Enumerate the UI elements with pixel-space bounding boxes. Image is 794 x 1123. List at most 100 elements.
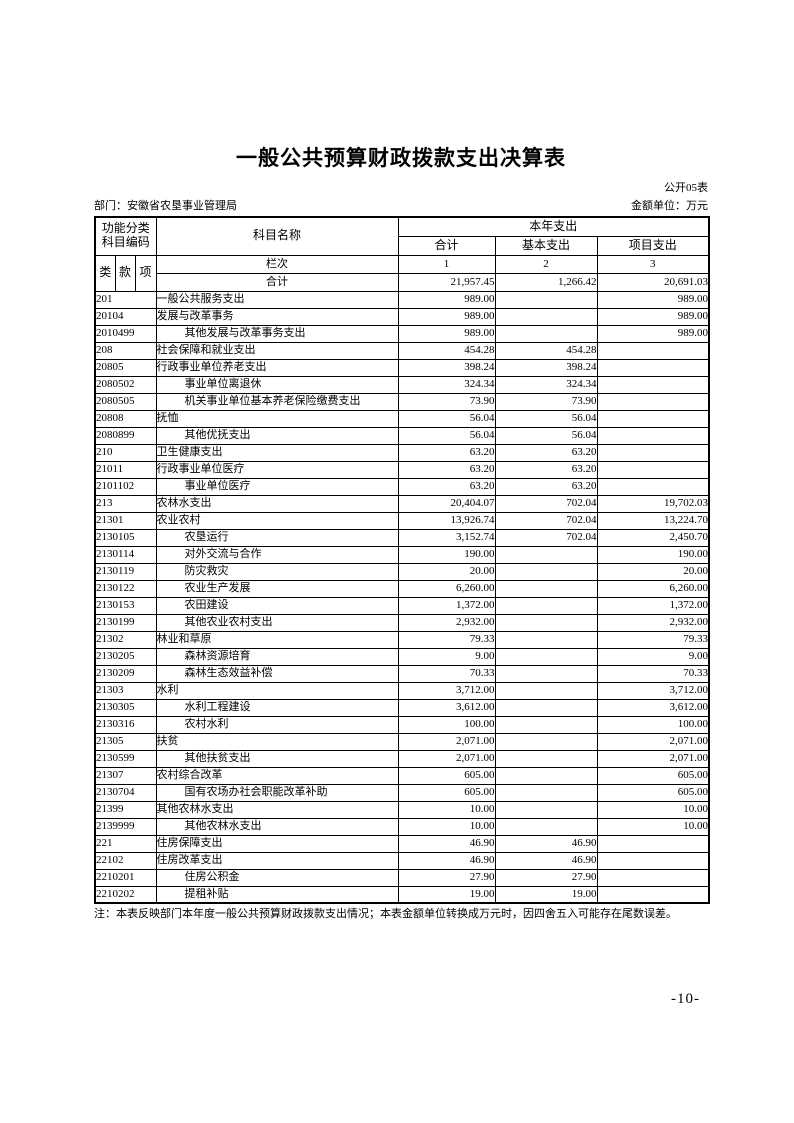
table-row: 20808 抚恤 56.04 56.04 [94,409,710,428]
row-code: 2101102 [94,477,157,496]
row-project-value: 13,224.70 [596,511,710,530]
table-row: 2080899 其他优抚支出 56.04 56.04 [94,426,710,445]
row-total-value: 20,404.07 [397,494,496,513]
row-total-value: 989.00 [397,324,496,343]
row-total-value: 63.20 [397,477,496,496]
row-total-value: 454.28 [397,341,496,360]
row-basic-value: 73.90 [494,392,598,411]
table-row: 21011 行政事业单位医疗 63.20 63.20 [94,460,710,479]
row-subject-name: 住房公积金 [155,868,399,887]
row-basic-value: 56.04 [494,426,598,445]
table-row: 21303 水利 3,712.00 3,712.00 [94,681,710,700]
row-basic-value: 702.04 [494,528,598,547]
table-row: 2130119 防灾救灾 20.00 20.00 [94,562,710,581]
table-row: 2130205 森林资源培育 9.00 9.00 [94,647,710,666]
row-total-value: 1,372.00 [397,596,496,615]
row-code: 21303 [94,681,157,700]
row-basic-value [494,324,598,343]
table-tag: 公开05表 [664,182,708,194]
table-row: 2210202 提租补贴 19.00 19.00 [94,885,710,904]
row-subject-name: 社会保障和就业支出 [155,341,399,360]
row-subject-name: 其他扶贫支出 [155,749,399,768]
table-row: 213 农林水支出 20,404.07 702.04 19,702.03 [94,494,710,513]
row-project-value: 605.00 [596,766,710,785]
row-total-value: 46.90 [397,834,496,853]
row-subject-name: 其他发展与改革事务支出 [155,324,399,343]
row-subject-name: 森林生态效益补偿 [155,664,399,683]
row-basic-value [494,664,598,683]
column-index-2: 2 [494,254,598,274]
table-row: 210 卫生健康支出 63.20 63.20 [94,443,710,462]
subject-name-header: 科目名称 [155,216,399,256]
section-column-header: 款 [114,254,136,292]
row-total-value: 13,926.74 [397,511,496,530]
row-basic-value: 46.90 [494,851,598,870]
row-total-value: 989.00 [397,307,496,326]
table-row: 221 住房保障支出 46.90 46.90 [94,834,710,853]
row-code: 2210201 [94,868,157,887]
table-row: 2130122 农业生产发展 6,260.00 6,260.00 [94,579,710,598]
row-subject-name: 其他农业农村支出 [155,613,399,632]
row-project-value [596,392,710,411]
grand-total-project-value: 20,691.03 [596,272,710,292]
table-row: 2130209 森林生态效益补偿 70.33 70.33 [94,664,710,683]
row-total-value: 73.90 [397,392,496,411]
row-subject-name: 林业和草原 [155,630,399,649]
row-project-value: 989.00 [596,307,710,326]
table-row: 20805 行政事业单位养老支出 398.24 398.24 [94,358,710,377]
row-project-value: 3,712.00 [596,681,710,700]
row-basic-value [494,698,598,717]
row-project-value: 989.00 [596,290,710,309]
row-total-value: 70.33 [397,664,496,683]
row-basic-value [494,647,598,666]
column-index-1: 1 [397,254,496,274]
row-total-value: 2,071.00 [397,732,496,751]
row-basic-value [494,817,598,836]
row-code: 2130119 [94,562,157,581]
row-code: 208 [94,341,157,360]
row-code: 2130114 [94,545,157,564]
row-total-value: 605.00 [397,783,496,802]
row-subject-name: 农村综合改革 [155,766,399,785]
row-total-value: 324.34 [397,375,496,394]
row-project-value [596,851,710,870]
table-row: 2080505 机关事业单位基本养老保险缴费支出 73.90 73.90 [94,392,710,411]
code-header-line1: 功能分类 [101,221,150,236]
row-project-value: 605.00 [596,783,710,802]
row-project-value [596,885,710,904]
row-basic-value: 63.20 [494,460,598,479]
budget-table: 功能分类 科目编码 科目名称 本年支出 合计 基本支出 项目支出 类 款 项 栏… [94,216,711,904]
row-project-value: 3,612.00 [596,698,710,717]
row-code: 20805 [94,358,157,377]
row-total-value: 989.00 [397,290,496,309]
item-column-header: 项 [134,254,157,292]
row-code: 2130105 [94,528,157,547]
row-code: 21301 [94,511,157,530]
table-row: 2101102 事业单位医疗 63.20 63.20 [94,477,710,496]
table-row: 21302 林业和草原 79.33 79.33 [94,630,710,649]
row-code: 213 [94,494,157,513]
table-row: 2130704 国有农场办社会职能改革补助 605.00 605.00 [94,783,710,802]
row-basic-value [494,613,598,632]
table-row: 208 社会保障和就业支出 454.28 454.28 [94,341,710,360]
row-code: 2080505 [94,392,157,411]
row-basic-value [494,749,598,768]
header-row-1: 功能分类 科目编码 科目名称 本年支出 [94,216,710,256]
year-expenditure-header: 本年支出 [397,216,710,237]
row-subject-name: 住房保障支出 [155,834,399,853]
row-basic-value [494,681,598,700]
row-subject-name: 森林资源培育 [155,647,399,666]
grand-total-label: 合计 [155,272,399,292]
row-basic-value: 27.90 [494,868,598,887]
footnote: 注：本表反映部门本年度一般公共预算财政拨款支出情况；本表金额单位转换成万元时，因… [94,908,677,920]
row-subject-name: 其他农林水支出 [155,800,399,819]
row-basic-value [494,800,598,819]
row-subject-name: 水利工程建设 [155,698,399,717]
row-basic-value [494,307,598,326]
row-basic-value: 324.34 [494,375,598,394]
table-row: 2130114 对外交流与合作 190.00 190.00 [94,545,710,564]
row-basic-value: 454.28 [494,341,598,360]
row-total-value: 3,612.00 [397,698,496,717]
row-code: 2130599 [94,749,157,768]
row-code: 21305 [94,732,157,751]
